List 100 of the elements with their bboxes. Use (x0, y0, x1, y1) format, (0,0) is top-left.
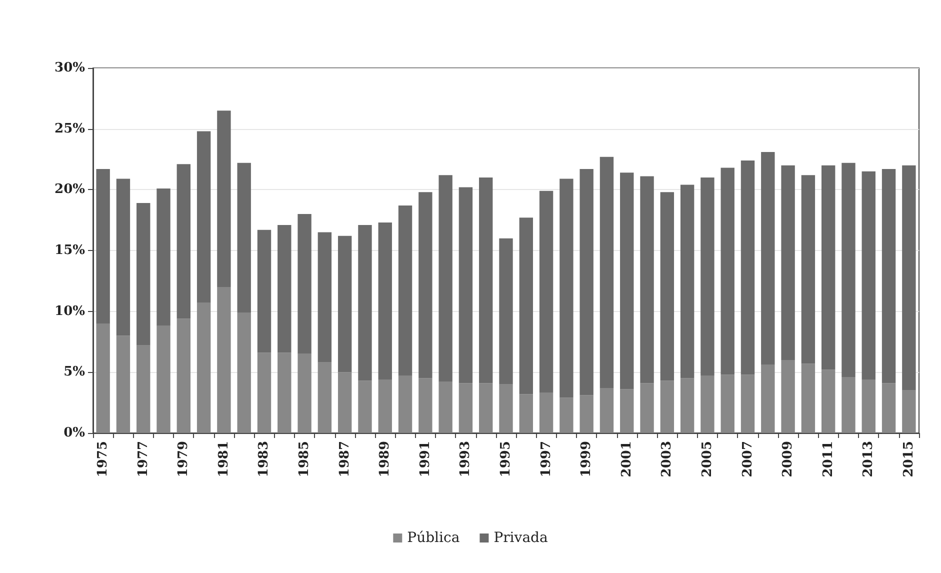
x-tick-label: 1999 (579, 441, 594, 478)
bar (96, 168, 110, 324)
bar (116, 336, 130, 433)
bar (781, 165, 795, 360)
bar (882, 383, 896, 433)
bar (761, 152, 775, 365)
bar (862, 379, 876, 433)
x-tick-label: 1985 (297, 441, 312, 478)
bar (801, 364, 816, 433)
bar (257, 352, 272, 433)
x-tick-label: 1995 (498, 441, 514, 478)
bar (600, 388, 614, 433)
bar (620, 172, 634, 390)
x-tick-label: 1981 (216, 441, 232, 478)
legend-label: Pública (407, 530, 460, 546)
bar (479, 178, 493, 384)
x-tick-label: 2005 (700, 441, 715, 478)
bar (902, 165, 916, 390)
x-tick-label: 1975 (96, 441, 111, 478)
bar (640, 383, 654, 433)
bar (96, 324, 110, 433)
bar (660, 192, 674, 381)
bar (438, 175, 452, 382)
bar (700, 178, 714, 376)
bar (156, 326, 170, 433)
bar (640, 176, 654, 384)
bar (660, 380, 674, 433)
legend-label: Privada (494, 530, 548, 546)
x-tick-label: 2011 (820, 441, 836, 478)
bar (217, 110, 231, 287)
bar (580, 168, 594, 396)
bar (338, 236, 352, 372)
bar (176, 318, 191, 433)
y-tick-label: 15% (54, 243, 86, 258)
bar (196, 131, 211, 303)
x-tick-label: 2013 (861, 441, 876, 478)
bar (580, 395, 594, 433)
bar (237, 312, 251, 433)
x-tick-label: 2015 (901, 441, 916, 478)
bar (740, 160, 755, 375)
bar (801, 175, 816, 364)
bar (539, 190, 554, 393)
bar (398, 205, 412, 376)
x-tick-label: 2001 (619, 441, 634, 478)
y-tick-label: 25% (54, 121, 86, 136)
bar (821, 165, 836, 370)
x-tick-label: 1991 (418, 441, 433, 478)
y-tick-label: 10% (54, 304, 86, 319)
bar (378, 379, 392, 433)
y-tick-label: 20% (54, 182, 86, 198)
bar (418, 378, 432, 433)
bar (761, 364, 775, 433)
bar (318, 232, 332, 362)
y-tick-label: 5% (64, 364, 86, 380)
bar (680, 378, 694, 433)
bar (398, 376, 412, 433)
bar (499, 384, 513, 433)
bar (176, 164, 191, 319)
x-tick-label: 2007 (740, 441, 756, 478)
bar (499, 238, 513, 384)
bar (700, 376, 714, 433)
bar (237, 162, 251, 313)
bar (902, 390, 916, 433)
bar (418, 192, 432, 378)
bar (116, 178, 130, 336)
x-tick-label: 1977 (136, 441, 151, 478)
bar (358, 380, 372, 433)
bar (136, 345, 150, 433)
x-tick-label: 1997 (538, 441, 554, 478)
bar (479, 383, 493, 433)
bar (136, 203, 150, 346)
bar (298, 354, 312, 433)
bar (438, 382, 452, 433)
bar (842, 377, 856, 433)
bar (560, 398, 574, 433)
bar (378, 222, 392, 380)
x-tick-label: 1983 (256, 441, 272, 478)
bar (519, 394, 533, 433)
y-tick-label: 30% (54, 60, 86, 76)
bar (720, 168, 734, 375)
bar (821, 370, 836, 433)
bar (560, 178, 574, 398)
x-tick-label: 2009 (780, 441, 796, 478)
bar (458, 383, 473, 433)
bar (740, 374, 755, 433)
bar (720, 374, 734, 433)
bar (358, 224, 372, 381)
bar (278, 352, 292, 433)
bar (257, 230, 272, 353)
y-tick-label: 0% (64, 426, 86, 440)
bar (217, 287, 231, 433)
bar (338, 372, 352, 433)
bar (600, 156, 614, 388)
bar (458, 187, 473, 384)
bar (882, 168, 896, 384)
bar (781, 360, 795, 433)
x-tick-label: 1993 (458, 441, 474, 478)
bar (156, 188, 170, 326)
bar (842, 162, 856, 378)
bar (680, 184, 694, 378)
